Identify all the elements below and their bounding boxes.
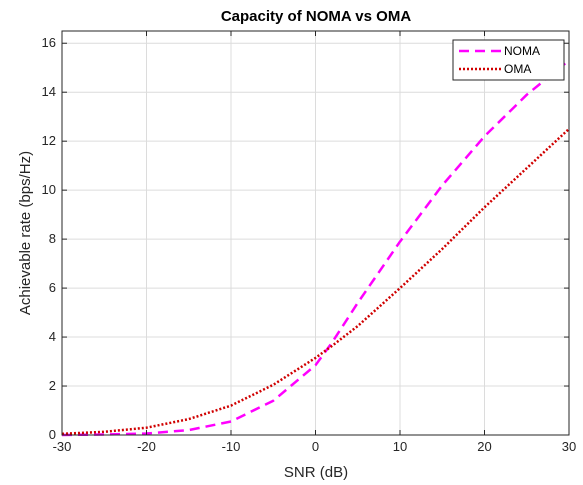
series-group [61, 59, 570, 437]
x-tick-label: 10 [393, 439, 407, 454]
y-tick-label: 6 [49, 280, 56, 295]
y-tick-label: 12 [42, 133, 56, 148]
y-tick-label: 4 [49, 329, 56, 344]
x-tick-label: -10 [222, 439, 241, 454]
x-tick-label: -20 [137, 439, 156, 454]
chart-title: Capacity of NOMA vs OMA [221, 8, 411, 25]
series-line-noma [61, 59, 570, 437]
y-axis-label: Achievable rate (bps/Hz) [17, 151, 34, 315]
x-tick-label: 30 [562, 439, 576, 454]
y-tick-label: 14 [42, 84, 56, 99]
x-tick-label: -30 [53, 439, 72, 454]
legend-label-oma: OMA [504, 62, 531, 76]
legend-label-noma: NOMA [504, 44, 540, 58]
legend-box [452, 39, 565, 81]
y-tick-label: 16 [42, 35, 56, 50]
x-tick-label: 0 [312, 439, 319, 454]
x-axis-label: SNR (dB) [284, 464, 348, 481]
ticks: -30 -20 -10 0 10 20 30 0 2 4 6 8 10 12 14 16 [42, 31, 576, 454]
legend: NOMA OMA [452, 39, 565, 81]
y-tick-label: 10 [42, 182, 56, 197]
y-tick-label: 0 [49, 427, 56, 442]
y-tick-label: 2 [49, 378, 56, 393]
y-tick-label: 8 [49, 231, 56, 246]
x-tick-label: 20 [477, 439, 491, 454]
